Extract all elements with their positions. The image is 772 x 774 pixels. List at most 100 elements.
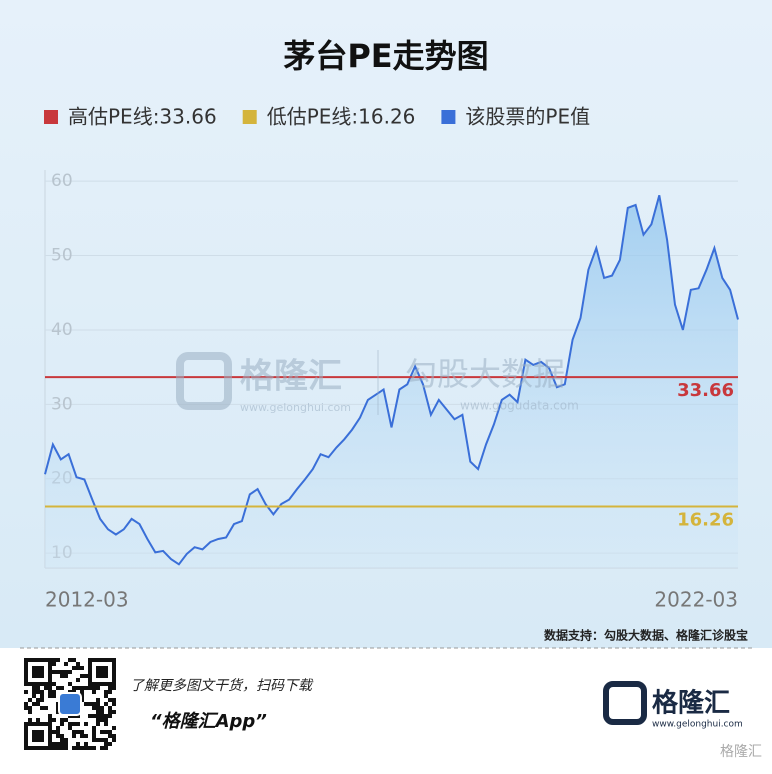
qr-cell: [80, 746, 84, 750]
qr-cell: [104, 718, 108, 722]
qr-cell: [104, 694, 108, 698]
qr-cell: [104, 674, 108, 678]
qr-cell: [88, 686, 92, 690]
qr-cell: [80, 690, 84, 694]
qr-cell: [112, 674, 116, 678]
qr-cell: [52, 746, 56, 750]
qr-cell: [104, 690, 108, 694]
qr-cell: [92, 746, 96, 750]
qr-cell: [24, 742, 28, 746]
qr-cell: [100, 714, 104, 718]
qr-cell: [72, 722, 76, 726]
qr-cell: [92, 686, 96, 690]
qr-cell: [40, 722, 44, 726]
qr-cell: [24, 670, 28, 674]
qr-cell: [108, 658, 112, 662]
qr-cell: [32, 690, 36, 694]
qr-cell: [44, 658, 48, 662]
qr-cell: [96, 666, 100, 670]
qr-cell: [48, 730, 52, 734]
qr-cell: [100, 674, 104, 678]
qr-cell: [100, 710, 104, 714]
legend-label: 该股票的PE值: [465, 105, 590, 129]
qr-cell: [32, 666, 36, 670]
qr-cell: [56, 730, 60, 734]
qr-cell: [52, 730, 56, 734]
qr-cell: [28, 706, 32, 710]
qr-cell: [24, 682, 28, 686]
qr-cell: [104, 714, 108, 718]
qr-cell: [60, 738, 64, 742]
qr-cell: [48, 674, 52, 678]
qr-cell: [56, 658, 60, 662]
qr-cell: [76, 730, 80, 734]
qr-cell: [108, 734, 112, 738]
qr-cell: [76, 666, 80, 670]
app-name: “格隆汇App”: [150, 711, 267, 732]
qr-cell: [88, 682, 92, 686]
qr-cell: [104, 738, 108, 742]
qr-cell: [48, 678, 52, 682]
qr-cell: [48, 662, 52, 666]
qr-cell: [72, 730, 76, 734]
qr-cell: [80, 730, 84, 734]
qr-cell: [64, 674, 68, 678]
qr-cell: [40, 658, 44, 662]
qr-cell: [100, 730, 104, 734]
source: 数据支持：勾股大数据、格隆汇诊股宝: [544, 628, 748, 643]
qr-cell: [100, 658, 104, 662]
qr-cell: [100, 666, 104, 670]
qr-cell: [36, 718, 40, 722]
qr-cell: [88, 670, 92, 674]
qr-cell: [48, 670, 52, 674]
qr-cell: [72, 746, 76, 750]
qr-cell: [104, 730, 108, 734]
qr-cell: [104, 670, 108, 674]
qr-cell: [100, 682, 104, 686]
qr-cell: [24, 666, 28, 670]
qr-cell: [72, 658, 76, 662]
qr-cell: [36, 698, 40, 702]
qr-cell: [48, 690, 52, 694]
qr-cell: [112, 670, 116, 674]
qr-cell: [80, 686, 84, 690]
qr-cell: [96, 718, 100, 722]
qr-cell: [76, 714, 80, 718]
qr-cell: [104, 666, 108, 670]
qr-cell: [92, 730, 96, 734]
promo: 了解更多图文干货，扫码下载: [130, 678, 314, 694]
qr-cell: [108, 730, 112, 734]
qr-cell: [44, 746, 48, 750]
qr-cell: [56, 734, 60, 738]
y-tick-label: 50: [51, 246, 73, 266]
qr-cell: [60, 670, 64, 674]
qr-cell: [36, 730, 40, 734]
legend-swatch: [441, 110, 456, 124]
qr-cell: [76, 678, 80, 682]
qr-cell: [48, 726, 52, 730]
qr-cell: [100, 670, 104, 674]
qr-cell: [32, 702, 36, 706]
qr-cell: [88, 662, 92, 666]
qr-cell: [108, 682, 112, 686]
qr-cell: [88, 658, 92, 662]
qr-cell: [36, 686, 40, 690]
qr-cell: [64, 738, 68, 742]
qr-cell: [84, 702, 88, 706]
qr-cell: [96, 706, 100, 710]
qr-cell: [52, 662, 56, 666]
qr-cell: [44, 686, 48, 690]
qr-cell: [88, 674, 92, 678]
qr-cell: [68, 670, 72, 674]
qr-cell: [52, 742, 56, 746]
qr-cell: [56, 726, 60, 730]
qr-cell: [36, 702, 40, 706]
qr-cell: [60, 746, 64, 750]
qr-cell: [36, 746, 40, 750]
qr-cell: [40, 670, 44, 674]
qr-cell: [112, 738, 116, 742]
qr-cell: [36, 658, 40, 662]
qr-cell: [24, 722, 28, 726]
qr-cell: [76, 742, 80, 746]
